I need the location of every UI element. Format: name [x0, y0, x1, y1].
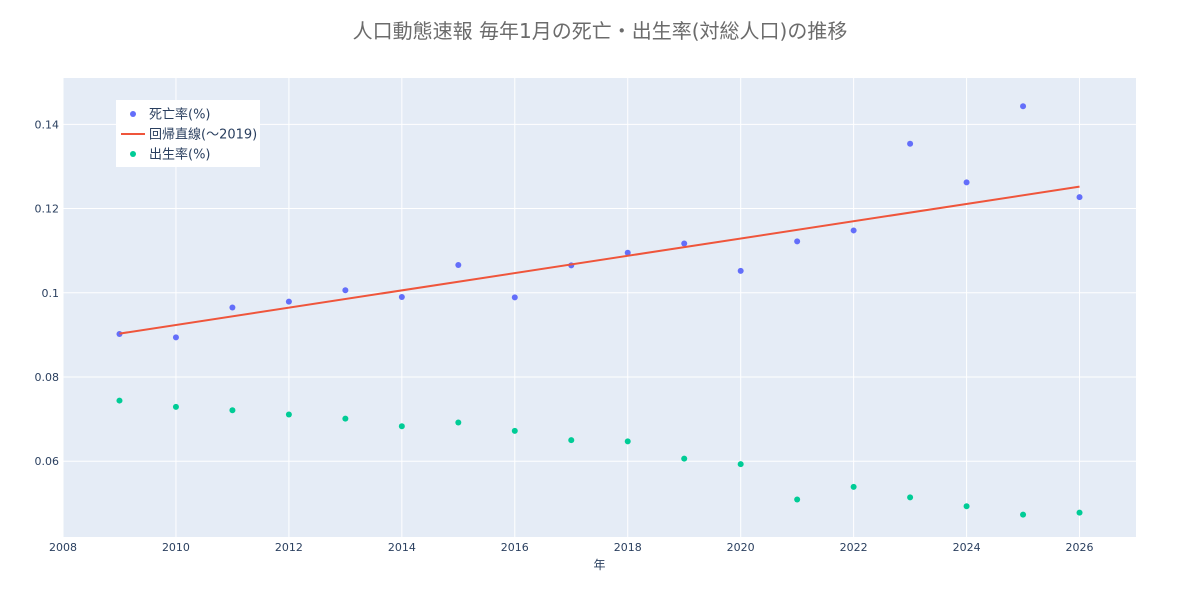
series-2: [116, 397, 1083, 518]
data-point: [511, 294, 518, 301]
x-tick-label: 2018: [614, 541, 642, 554]
legend-item[interactable]: 回帰直線(〜2019): [121, 127, 257, 143]
x-tick-label: 2026: [1066, 541, 1094, 554]
data-point: [624, 438, 631, 445]
series-0: [116, 103, 1083, 341]
y-tick-label: 0.12: [35, 203, 60, 216]
y-tick-label: 0.08: [35, 371, 60, 384]
grid: [62, 78, 1136, 537]
x-tick-label: 2010: [162, 541, 190, 554]
data-point: [1020, 103, 1027, 110]
data-point: [455, 261, 462, 268]
legend-label: 回帰直線(〜2019): [149, 127, 257, 143]
data-point: [1076, 509, 1083, 516]
data-point: [229, 407, 236, 414]
legend-marker-swatch: [130, 111, 136, 117]
data-point: [850, 483, 857, 490]
y-tick-label: 0.14: [35, 118, 60, 131]
x-tick-label: 2022: [840, 541, 868, 554]
data-point: [172, 403, 179, 410]
data-point: [1076, 194, 1083, 201]
data-point: [1020, 511, 1027, 518]
data-point: [285, 298, 292, 305]
x-tick-label: 2012: [275, 541, 303, 554]
data-point: [398, 293, 405, 300]
data-point: [172, 334, 179, 341]
data-point: [794, 496, 801, 503]
data-point: [907, 494, 914, 501]
series-1: [119, 185, 1080, 335]
data-point: [681, 240, 688, 247]
data-point: [285, 411, 292, 418]
legend-item[interactable]: 出生率(%): [130, 147, 211, 163]
data-point: [455, 419, 462, 426]
data-point: [850, 227, 857, 234]
data-point: [398, 423, 405, 430]
data-point: [624, 249, 631, 256]
chart-title: 人口動態速報 毎年1月の死亡・出生率(対総人口)の推移: [353, 19, 848, 43]
x-ticks: 2008 2010 2012 2014 2016 2018 2020 2022 2024 2026: [49, 541, 1094, 554]
y-tick-label: 0.06: [35, 455, 60, 468]
regression-line: [119, 185, 1080, 335]
legend-marker-swatch: [130, 151, 136, 157]
data-point: [229, 304, 236, 311]
legend-label: 死亡率(%): [149, 107, 211, 123]
x-tick-label: 2008: [49, 541, 77, 554]
data-point: [116, 397, 123, 404]
data-point: [342, 415, 349, 422]
data-point: [794, 238, 801, 245]
data-point: [737, 267, 744, 274]
x-tick-label: 2020: [727, 541, 755, 554]
x-tick-label: 2016: [501, 541, 529, 554]
data-point: [511, 427, 518, 434]
data-point: [568, 437, 575, 444]
data-point: [681, 455, 688, 462]
legend[interactable]: 死亡率(%) 回帰直線(〜2019) 出生率(%): [116, 100, 260, 167]
series: [116, 103, 1083, 518]
x-tick-label: 2024: [953, 541, 981, 554]
data-point: [963, 503, 970, 510]
data-point: [963, 179, 970, 186]
y-ticks: 0.06 0.08 0.1 0.12 0.14: [35, 118, 60, 468]
data-point: [907, 140, 914, 147]
data-point: [342, 287, 349, 294]
legend-item[interactable]: 死亡率(%): [130, 107, 211, 123]
x-axis-label: 年: [593, 558, 605, 572]
y-tick-label: 0.1: [42, 287, 60, 300]
legend-label: 出生率(%): [149, 147, 211, 163]
x-tick-label: 2014: [388, 541, 416, 554]
data-point: [737, 461, 744, 468]
